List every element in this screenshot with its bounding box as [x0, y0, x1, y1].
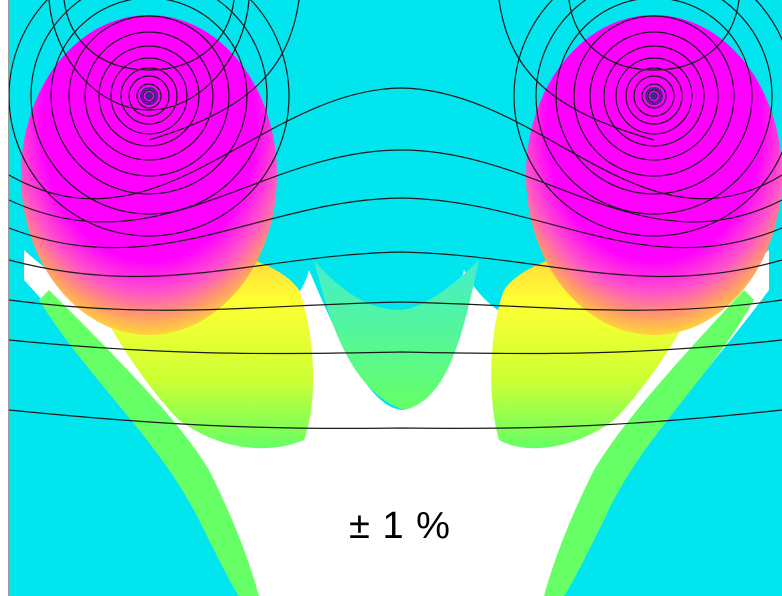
- field-lines: [9, 0, 782, 430]
- left-coil-icon: [140, 87, 158, 105]
- contour-canvas: [9, 0, 782, 596]
- tolerance-label: ± 1 %: [349, 505, 451, 547]
- left-lower-band: [39, 290, 259, 596]
- window-left-border: [0, 0, 9, 596]
- field-contour-plot: [9, 0, 782, 596]
- right-coil-icon: [645, 87, 663, 105]
- right-lower-band: [544, 290, 754, 596]
- right-field-lobe: [526, 15, 782, 335]
- middle-stem: [314, 260, 479, 410]
- left-field-lobe: [21, 15, 277, 335]
